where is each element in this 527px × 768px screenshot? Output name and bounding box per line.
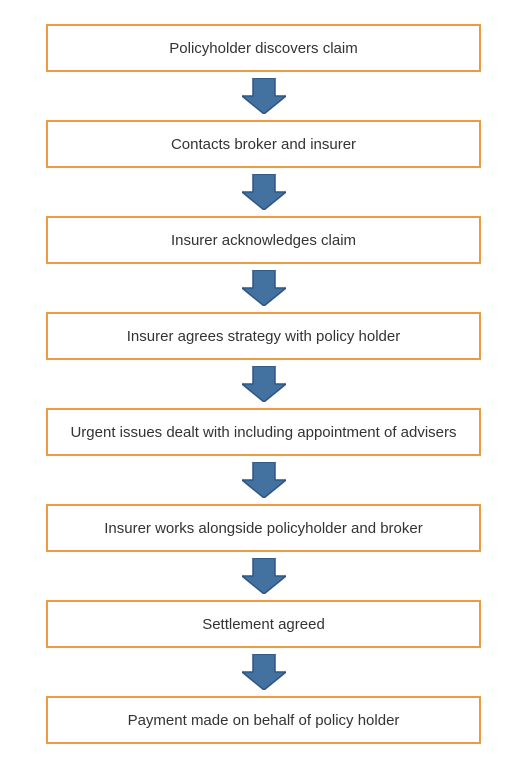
flow-step-1: Policyholder discovers claim — [46, 24, 481, 72]
flowchart-container: Policyholder discovers claim Contacts br… — [46, 24, 481, 744]
flow-step-4: Insurer agrees strategy with policy hold… — [46, 312, 481, 360]
flow-arrow — [242, 270, 286, 306]
flow-step-8: Payment made on behalf of policy holder — [46, 696, 481, 744]
flow-step-label: Urgent issues dealt with including appoi… — [70, 424, 456, 441]
down-arrow-icon — [242, 270, 286, 306]
flow-step-label: Contacts broker and insurer — [171, 136, 356, 153]
flow-arrow — [242, 654, 286, 690]
flow-arrow — [242, 78, 286, 114]
flow-arrow — [242, 174, 286, 210]
down-arrow-icon — [242, 366, 286, 402]
flow-step-label: Payment made on behalf of policy holder — [128, 712, 400, 729]
flow-step-2: Contacts broker and insurer — [46, 120, 481, 168]
down-arrow-icon — [242, 78, 286, 114]
flow-step-label: Insurer acknowledges claim — [171, 232, 356, 249]
flow-step-7: Settlement agreed — [46, 600, 481, 648]
flow-arrow — [242, 366, 286, 402]
down-arrow-icon — [242, 654, 286, 690]
down-arrow-icon — [242, 462, 286, 498]
flow-step-label: Policyholder discovers claim — [169, 40, 357, 57]
flow-step-6: Insurer works alongside policyholder and… — [46, 504, 481, 552]
flow-arrow — [242, 462, 286, 498]
flow-step-label: Settlement agreed — [202, 616, 325, 633]
flow-step-label: Insurer works alongside policyholder and… — [104, 520, 423, 537]
down-arrow-icon — [242, 174, 286, 210]
flow-arrow — [242, 558, 286, 594]
flow-step-5: Urgent issues dealt with including appoi… — [46, 408, 481, 456]
flow-step-label: Insurer agrees strategy with policy hold… — [127, 328, 400, 345]
down-arrow-icon — [242, 558, 286, 594]
flow-step-3: Insurer acknowledges claim — [46, 216, 481, 264]
